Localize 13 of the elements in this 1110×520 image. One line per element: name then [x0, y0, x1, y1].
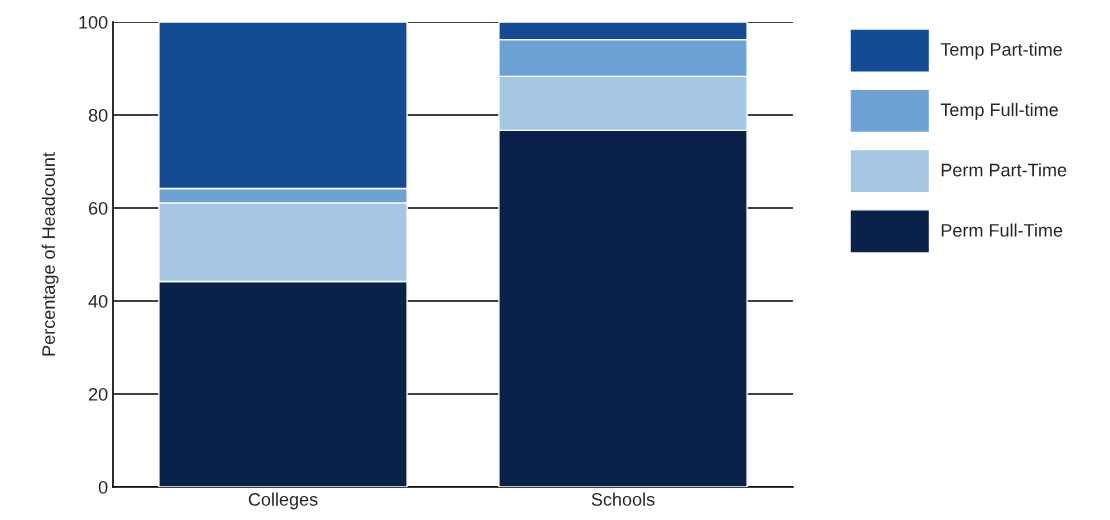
- x-tick-label: Schools: [591, 492, 655, 506]
- y-tick-label: 20: [88, 387, 108, 401]
- y-axis-title: Percentage of Headcount: [41, 152, 59, 356]
- x-tick-label: Colleges: [248, 492, 318, 510]
- y-tick-label: 40: [88, 294, 108, 308]
- y-tick-label: 60: [88, 201, 108, 215]
- y-tick-label: 0: [98, 480, 108, 494]
- y-tick-label: 80: [88, 108, 108, 122]
- legend-label: Temp Part-time: [940, 42, 1062, 60]
- legend-label: Temp Full-time: [940, 102, 1058, 120]
- legend-label: Perm Part-Time: [941, 163, 1067, 177]
- legend-label: Perm Full-Time: [941, 223, 1063, 237]
- y-tick-label: 100: [79, 15, 108, 29]
